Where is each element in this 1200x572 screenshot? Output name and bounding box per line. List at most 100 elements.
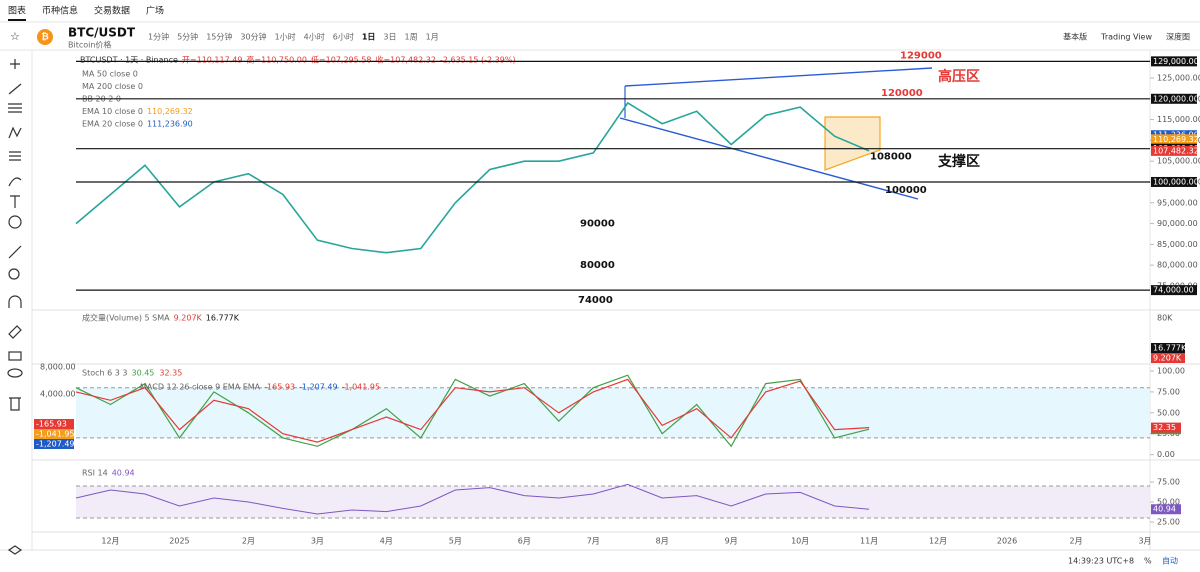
legend-item: -2,635.15 (-2.39%) bbox=[440, 56, 516, 65]
level-label: 108000 bbox=[870, 152, 912, 163]
x-tick-label: 11月 bbox=[860, 537, 878, 546]
volume-tag-label: 9.207K bbox=[1153, 354, 1182, 363]
price-line bbox=[75, 101, 870, 254]
interval[interactable]: 1分钟 bbox=[148, 32, 169, 42]
wedge-upper bbox=[624, 67, 933, 87]
view-mode[interactable]: 深度图 bbox=[1166, 32, 1190, 42]
interval[interactable]: 6小时 bbox=[333, 32, 354, 42]
brush-icon[interactable] bbox=[8, 177, 22, 187]
layers-icon[interactable] bbox=[7, 545, 23, 555]
interval[interactable]: 1月 bbox=[426, 33, 439, 42]
symbol-sub: Bitcoin价格 bbox=[68, 40, 111, 50]
zone-label: 支撑区 bbox=[937, 153, 980, 170]
tab[interactable]: 币种信息 bbox=[42, 5, 78, 17]
value-tag bbox=[1151, 504, 1181, 515]
macd-tag bbox=[34, 439, 74, 449]
macd-value: -1,207.49 bbox=[299, 383, 338, 392]
indicator-value: 110,269.32 bbox=[147, 107, 193, 116]
macd-tick: 8,000.00 bbox=[40, 363, 76, 372]
interval[interactable]: 15分钟 bbox=[206, 32, 232, 42]
interval[interactable]: 30分钟 bbox=[240, 32, 266, 42]
ruler-icon[interactable] bbox=[8, 245, 22, 259]
indicator-line bbox=[75, 483, 870, 515]
pane-value: 32.35 bbox=[159, 369, 182, 378]
interval[interactable]: 3日 bbox=[383, 33, 396, 42]
y-tick-label: 80,000.00 bbox=[1157, 261, 1198, 270]
symbol[interactable]: BTC/USDT bbox=[68, 26, 136, 40]
interval[interactable]: 5分钟 bbox=[177, 32, 198, 42]
legend-item: 低=107,295.58 bbox=[311, 55, 372, 65]
btc-icon bbox=[37, 29, 53, 45]
level-label: 90000 bbox=[580, 219, 615, 230]
x-tick-label: 8月 bbox=[656, 537, 669, 546]
y-tick-label: 80K bbox=[1157, 314, 1173, 323]
volume-tag bbox=[1151, 343, 1185, 353]
btc-glyph: ₿ bbox=[41, 32, 48, 43]
interval[interactable]: 1小时 bbox=[275, 32, 296, 42]
star-icon[interactable]: ☆ bbox=[10, 30, 20, 43]
x-tick-label: 6月 bbox=[518, 537, 531, 546]
x-tick-label: 3月 bbox=[311, 537, 324, 546]
tab[interactable]: 广场 bbox=[146, 5, 164, 17]
interval[interactable]: 4小时 bbox=[304, 32, 325, 42]
price-tag bbox=[1151, 285, 1197, 296]
status-auto[interactable]: 自动 bbox=[1162, 556, 1178, 566]
macd-tag-label: -165.93 bbox=[36, 420, 67, 429]
price-tag-label: 74,000.00 bbox=[1153, 286, 1194, 295]
eye-icon[interactable] bbox=[7, 368, 23, 378]
pane-title: RSI 14 bbox=[82, 469, 108, 478]
interval[interactable]: 1周 bbox=[405, 33, 418, 42]
x-tick-label: 3月 bbox=[1138, 537, 1151, 546]
status-time: 14:39:23 UTC+8 bbox=[1068, 557, 1134, 566]
x-tick-label: 10月 bbox=[791, 537, 809, 546]
volume-value: 16.777K bbox=[206, 314, 240, 323]
y-tick-label: 95,000.00 bbox=[1157, 198, 1198, 207]
wedge-lower bbox=[619, 117, 919, 200]
x-tick-label: 12月 bbox=[929, 537, 947, 546]
indicator-value: 111,236.90 bbox=[147, 120, 193, 129]
trendline-icon[interactable] bbox=[8, 83, 22, 95]
tab[interactable]: 交易数据 bbox=[94, 5, 130, 17]
x-tick-label: 5月 bbox=[449, 537, 462, 546]
price-tag-label: 110,269.32 bbox=[1153, 135, 1199, 144]
macd-tag-label: -1,207.49 bbox=[36, 440, 75, 449]
emoji-icon[interactable] bbox=[8, 215, 22, 229]
lock-icon[interactable] bbox=[8, 351, 22, 361]
zoom-icon[interactable] bbox=[8, 268, 20, 280]
indicator-name: EMA 10 close 0 bbox=[82, 107, 143, 116]
pattern-icon[interactable] bbox=[8, 126, 22, 139]
x-tick-label: 4月 bbox=[380, 537, 393, 546]
magnet-icon[interactable] bbox=[8, 295, 22, 308]
level-label: 74000 bbox=[578, 295, 613, 306]
x-tick-label: 2月 bbox=[242, 537, 255, 546]
interval[interactable]: 1日 bbox=[362, 33, 376, 42]
band bbox=[76, 486, 1150, 518]
view-mode[interactable]: 基本版 bbox=[1063, 32, 1087, 42]
price-tag-label: 129,000.00 bbox=[1153, 57, 1199, 66]
level-label: 100000 bbox=[885, 185, 927, 196]
level-label: 80000 bbox=[580, 260, 615, 271]
price-tag-label: 107,482.32 bbox=[1153, 146, 1199, 155]
indicator-line bbox=[75, 378, 870, 443]
trash-icon[interactable] bbox=[9, 397, 21, 411]
y-tick-label: 100.00 bbox=[1157, 367, 1185, 376]
volume-value: 9.207K bbox=[174, 314, 203, 323]
price-tag bbox=[1151, 93, 1197, 104]
view-mode[interactable]: Trading View bbox=[1100, 33, 1152, 42]
value-tag-label: 32.35 bbox=[1153, 423, 1176, 432]
projection-icon[interactable] bbox=[9, 151, 21, 161]
tab[interactable]: 图表 bbox=[8, 5, 26, 17]
x-tick-label: 2月 bbox=[1069, 537, 1082, 546]
fib-icon[interactable] bbox=[8, 103, 22, 113]
x-tick-label: 12月 bbox=[101, 537, 119, 546]
status-percent[interactable]: % bbox=[1144, 557, 1152, 566]
crosshair-icon[interactable] bbox=[10, 59, 20, 69]
band bbox=[76, 387, 1150, 438]
price-tag-label: 100,000.00 bbox=[1153, 177, 1199, 186]
text-icon[interactable] bbox=[10, 195, 20, 208]
macd-tag bbox=[34, 419, 74, 429]
eraser-icon[interactable] bbox=[8, 325, 22, 339]
y-tick-label: 90,000.00 bbox=[1157, 219, 1198, 228]
